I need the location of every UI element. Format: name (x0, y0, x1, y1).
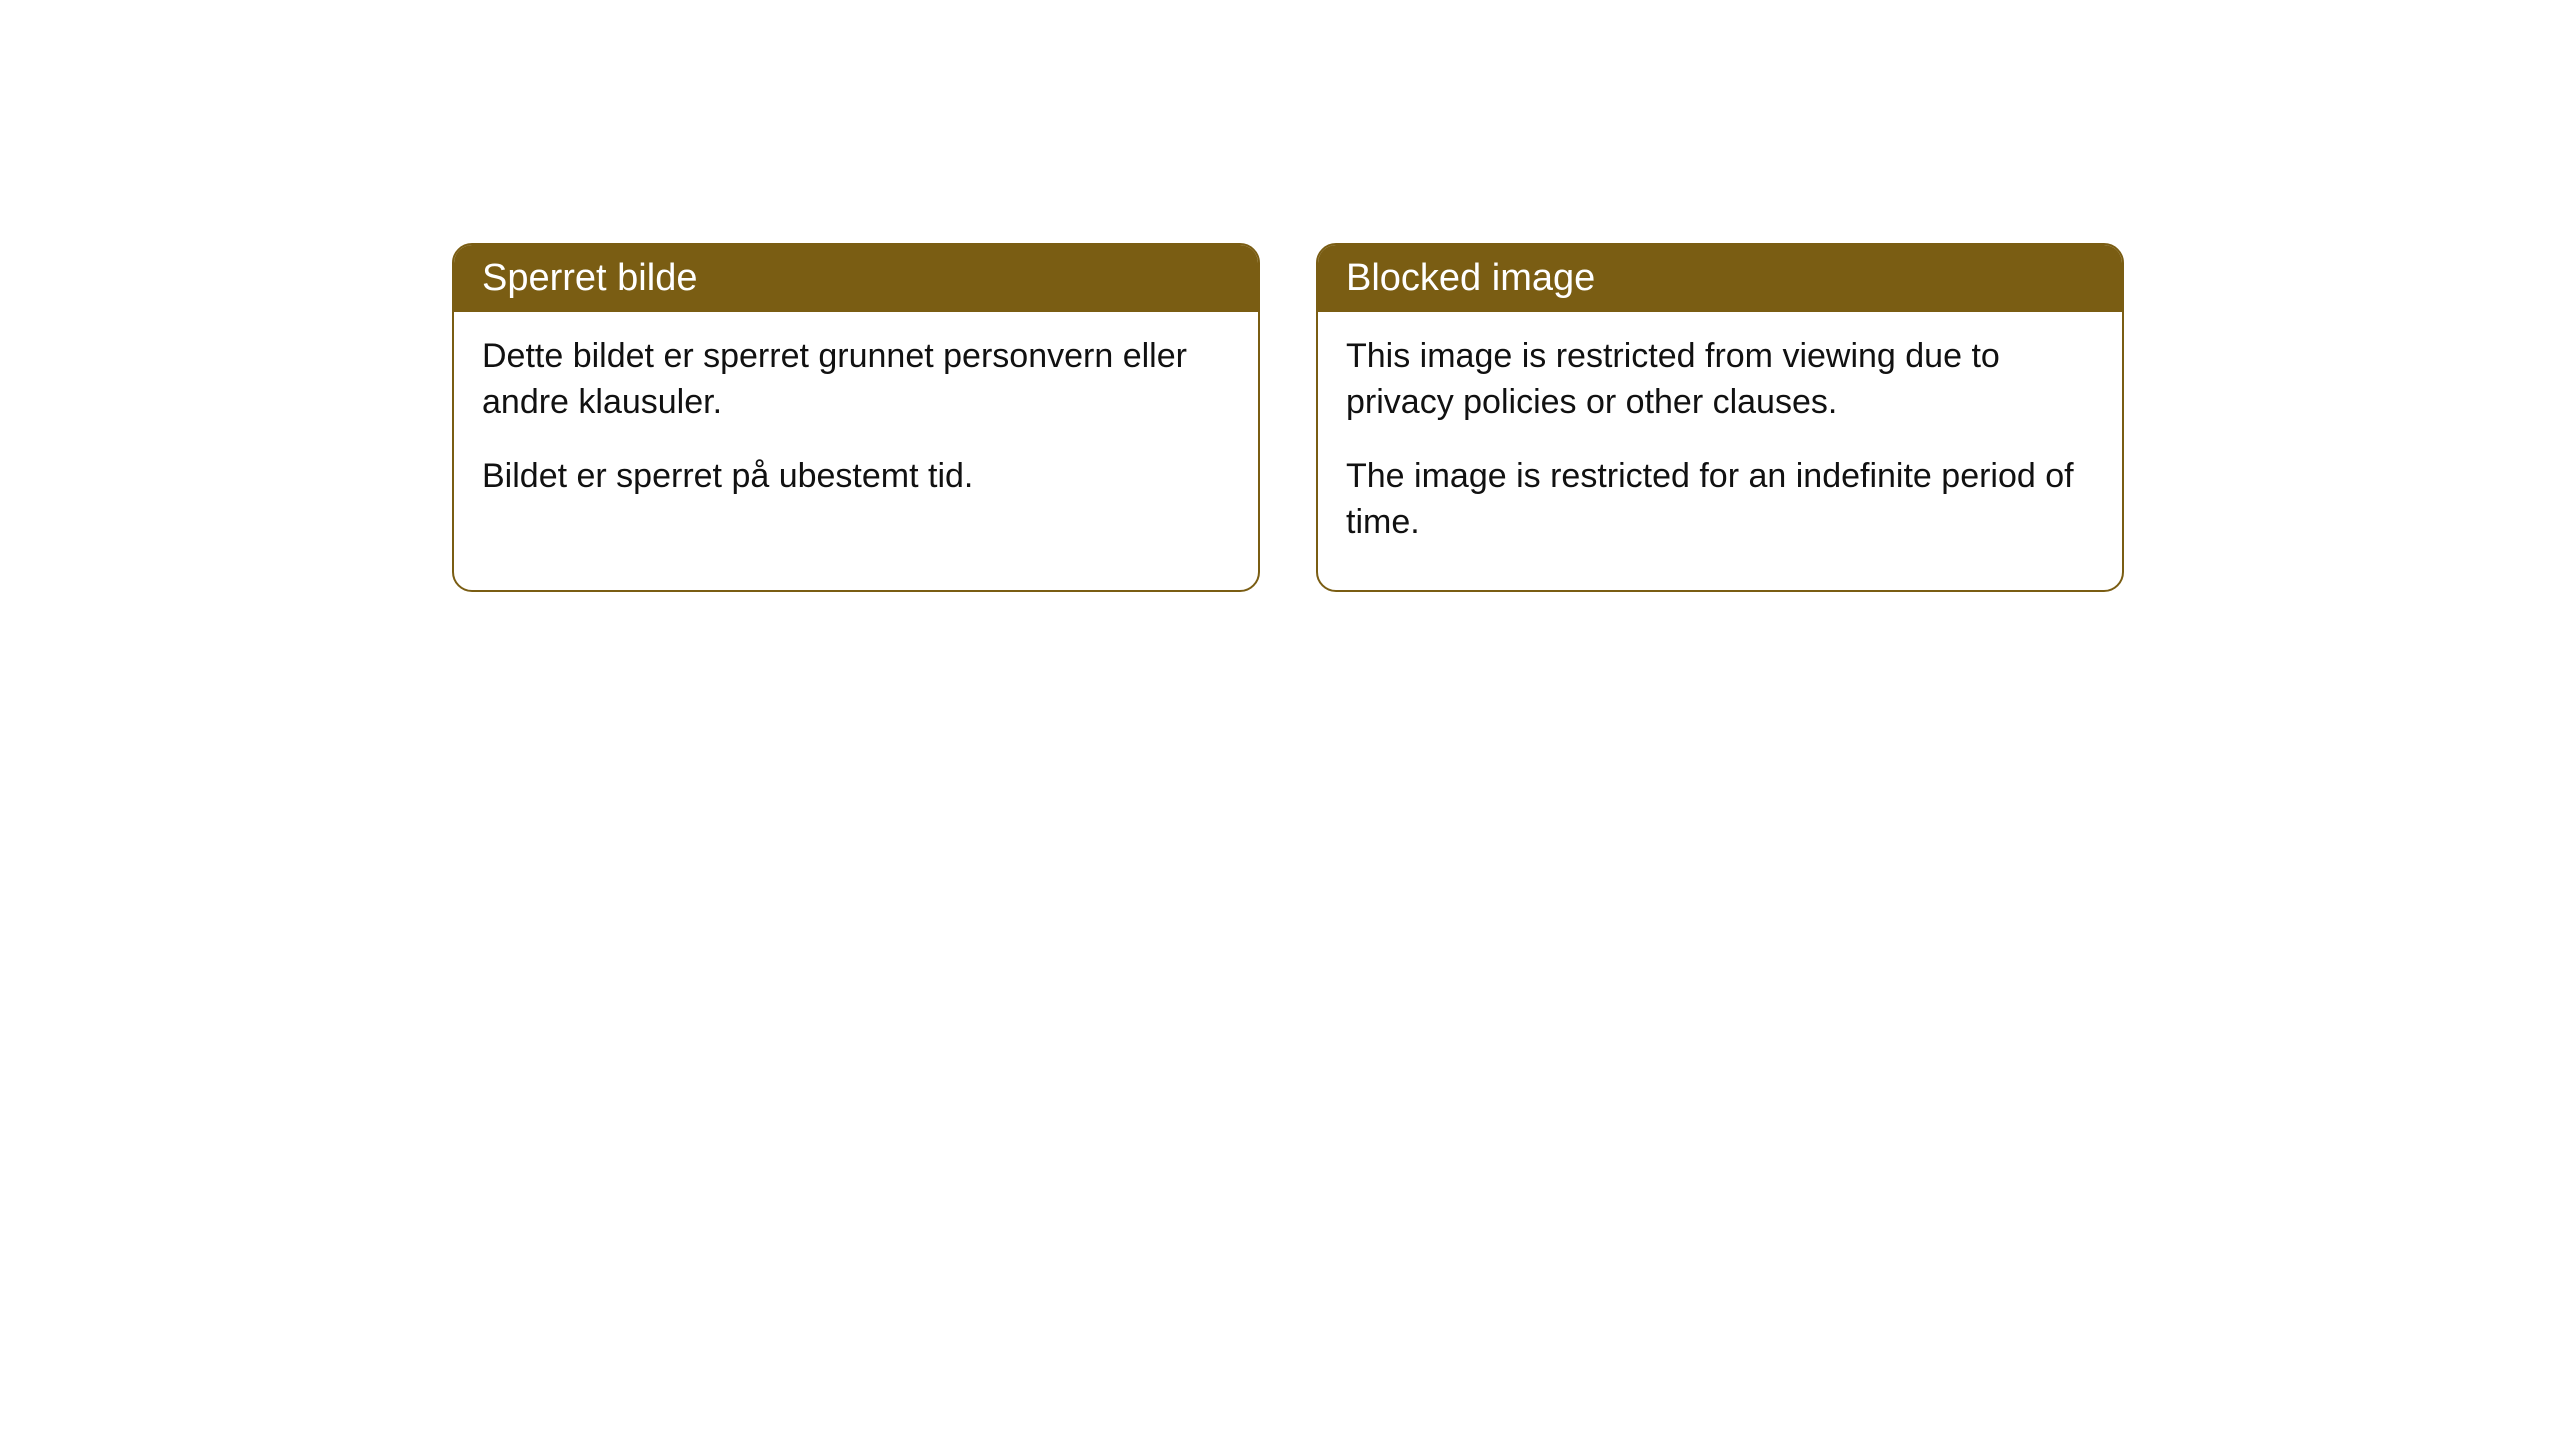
card-paragraph-1: Dette bildet er sperret grunnet personve… (482, 334, 1230, 426)
cards-container: Sperret bilde Dette bildet er sperret gr… (452, 243, 2124, 592)
card-paragraph-1: This image is restricted from viewing du… (1346, 334, 2094, 426)
card-header-english: Blocked image (1318, 245, 2122, 312)
card-english: Blocked image This image is restricted f… (1316, 243, 2124, 592)
card-body-norwegian: Dette bildet er sperret grunnet personve… (454, 312, 1258, 544)
card-header-norwegian: Sperret bilde (454, 245, 1258, 312)
card-paragraph-2: Bildet er sperret på ubestemt tid. (482, 454, 1230, 500)
card-paragraph-2: The image is restricted for an indefinit… (1346, 454, 2094, 546)
card-norwegian: Sperret bilde Dette bildet er sperret gr… (452, 243, 1260, 592)
card-body-english: This image is restricted from viewing du… (1318, 312, 2122, 590)
